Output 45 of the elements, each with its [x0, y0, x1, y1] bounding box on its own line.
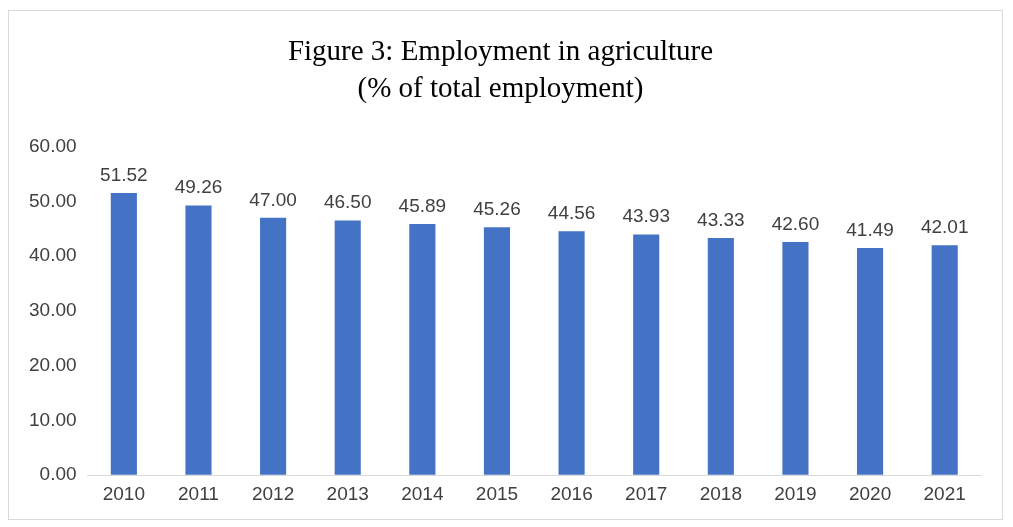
data-label: 42.01: [920, 215, 969, 237]
bar: [334, 220, 361, 475]
bar: [633, 234, 660, 475]
bar: [558, 231, 585, 475]
x-tick-label: 2010: [102, 482, 145, 504]
bar: [483, 227, 511, 475]
data-label: 49.26: [174, 176, 223, 198]
data-label: 45.26: [473, 198, 521, 220]
bar: [857, 247, 884, 475]
data-label: 43.93: [622, 205, 670, 227]
x-tick-label: 2015: [475, 482, 519, 504]
bar: [409, 223, 436, 475]
y-tick-label: 40.00: [29, 244, 77, 266]
x-tick-label: 2013: [326, 482, 369, 504]
data-label: 43.33: [697, 208, 745, 230]
x-tick-label: 2011: [178, 482, 219, 504]
bar: [110, 193, 137, 475]
bar: [260, 217, 287, 475]
data-label: 45.89: [398, 194, 447, 216]
data-label: 41.49: [846, 218, 894, 240]
x-tick-label: 2020: [848, 482, 892, 504]
y-tick-label: 0.00: [39, 463, 77, 485]
y-tick-label: 50.00: [29, 189, 77, 211]
bar: [707, 237, 734, 475]
x-tick-label: 2017: [625, 482, 668, 504]
data-label: 46.50: [323, 191, 372, 213]
bar: [185, 205, 212, 475]
chart-title: Figure 3: Employment in agriculture: [287, 34, 714, 67]
x-tick-label: 2012: [251, 482, 295, 504]
bar: [931, 245, 958, 475]
data-label: 51.52: [100, 163, 148, 185]
data-label: 47.00: [249, 188, 297, 210]
y-tick-label: 20.00: [29, 353, 77, 375]
chart-subtitle: (% of total employment): [357, 70, 644, 104]
y-tick-label: 60.00: [29, 134, 77, 156]
x-tick-label: 2014: [401, 482, 444, 504]
data-label: 44.56: [547, 201, 596, 223]
y-tick-label: 30.00: [29, 299, 77, 321]
bar: [782, 241, 809, 475]
y-tick-label: 10.00: [29, 408, 77, 430]
x-tick-label: 2019: [774, 482, 817, 504]
data-label: 42.60: [771, 212, 820, 234]
x-tick-label: 2016: [550, 482, 593, 504]
x-tick-label: 2018: [699, 482, 742, 504]
x-tick-label: 2021: [923, 482, 966, 504]
